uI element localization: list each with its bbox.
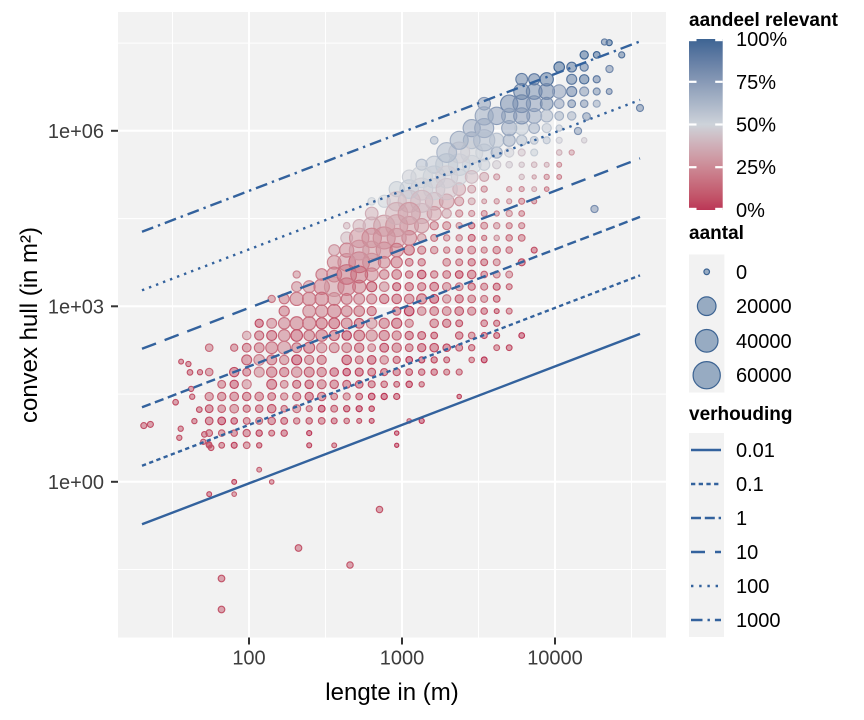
svg-text:aantal: aantal bbox=[689, 223, 744, 244]
svg-text:1000: 1000 bbox=[736, 610, 781, 632]
svg-text:0.1: 0.1 bbox=[736, 474, 764, 496]
svg-text:20000: 20000 bbox=[736, 296, 792, 318]
svg-text:1e+06: 1e+06 bbox=[48, 121, 104, 143]
svg-text:10: 10 bbox=[736, 542, 758, 564]
svg-text:1000: 1000 bbox=[380, 648, 425, 670]
svg-text:1e+03: 1e+03 bbox=[48, 296, 104, 318]
svg-text:lengte in (m): lengte in (m) bbox=[325, 679, 458, 706]
svg-text:100: 100 bbox=[232, 648, 265, 670]
svg-text:25%: 25% bbox=[736, 157, 776, 179]
svg-text:verhouding: verhouding bbox=[689, 404, 792, 425]
svg-text:10000: 10000 bbox=[527, 648, 583, 670]
svg-text:50%: 50% bbox=[736, 115, 776, 137]
svg-text:0: 0 bbox=[736, 262, 747, 284]
svg-text:convex hull (in m²): convex hull (in m²) bbox=[16, 227, 43, 423]
svg-text:1: 1 bbox=[736, 508, 747, 530]
svg-text:100%: 100% bbox=[736, 29, 787, 51]
svg-text:100: 100 bbox=[736, 576, 769, 598]
svg-text:aandeel relevant: aandeel relevant bbox=[689, 10, 839, 31]
svg-text:0.01: 0.01 bbox=[736, 440, 775, 462]
svg-text:60000: 60000 bbox=[736, 365, 792, 387]
svg-text:0%: 0% bbox=[736, 200, 765, 222]
svg-text:1e+00: 1e+00 bbox=[48, 472, 104, 494]
svg-text:75%: 75% bbox=[736, 72, 776, 94]
svg-text:40000: 40000 bbox=[736, 331, 792, 353]
